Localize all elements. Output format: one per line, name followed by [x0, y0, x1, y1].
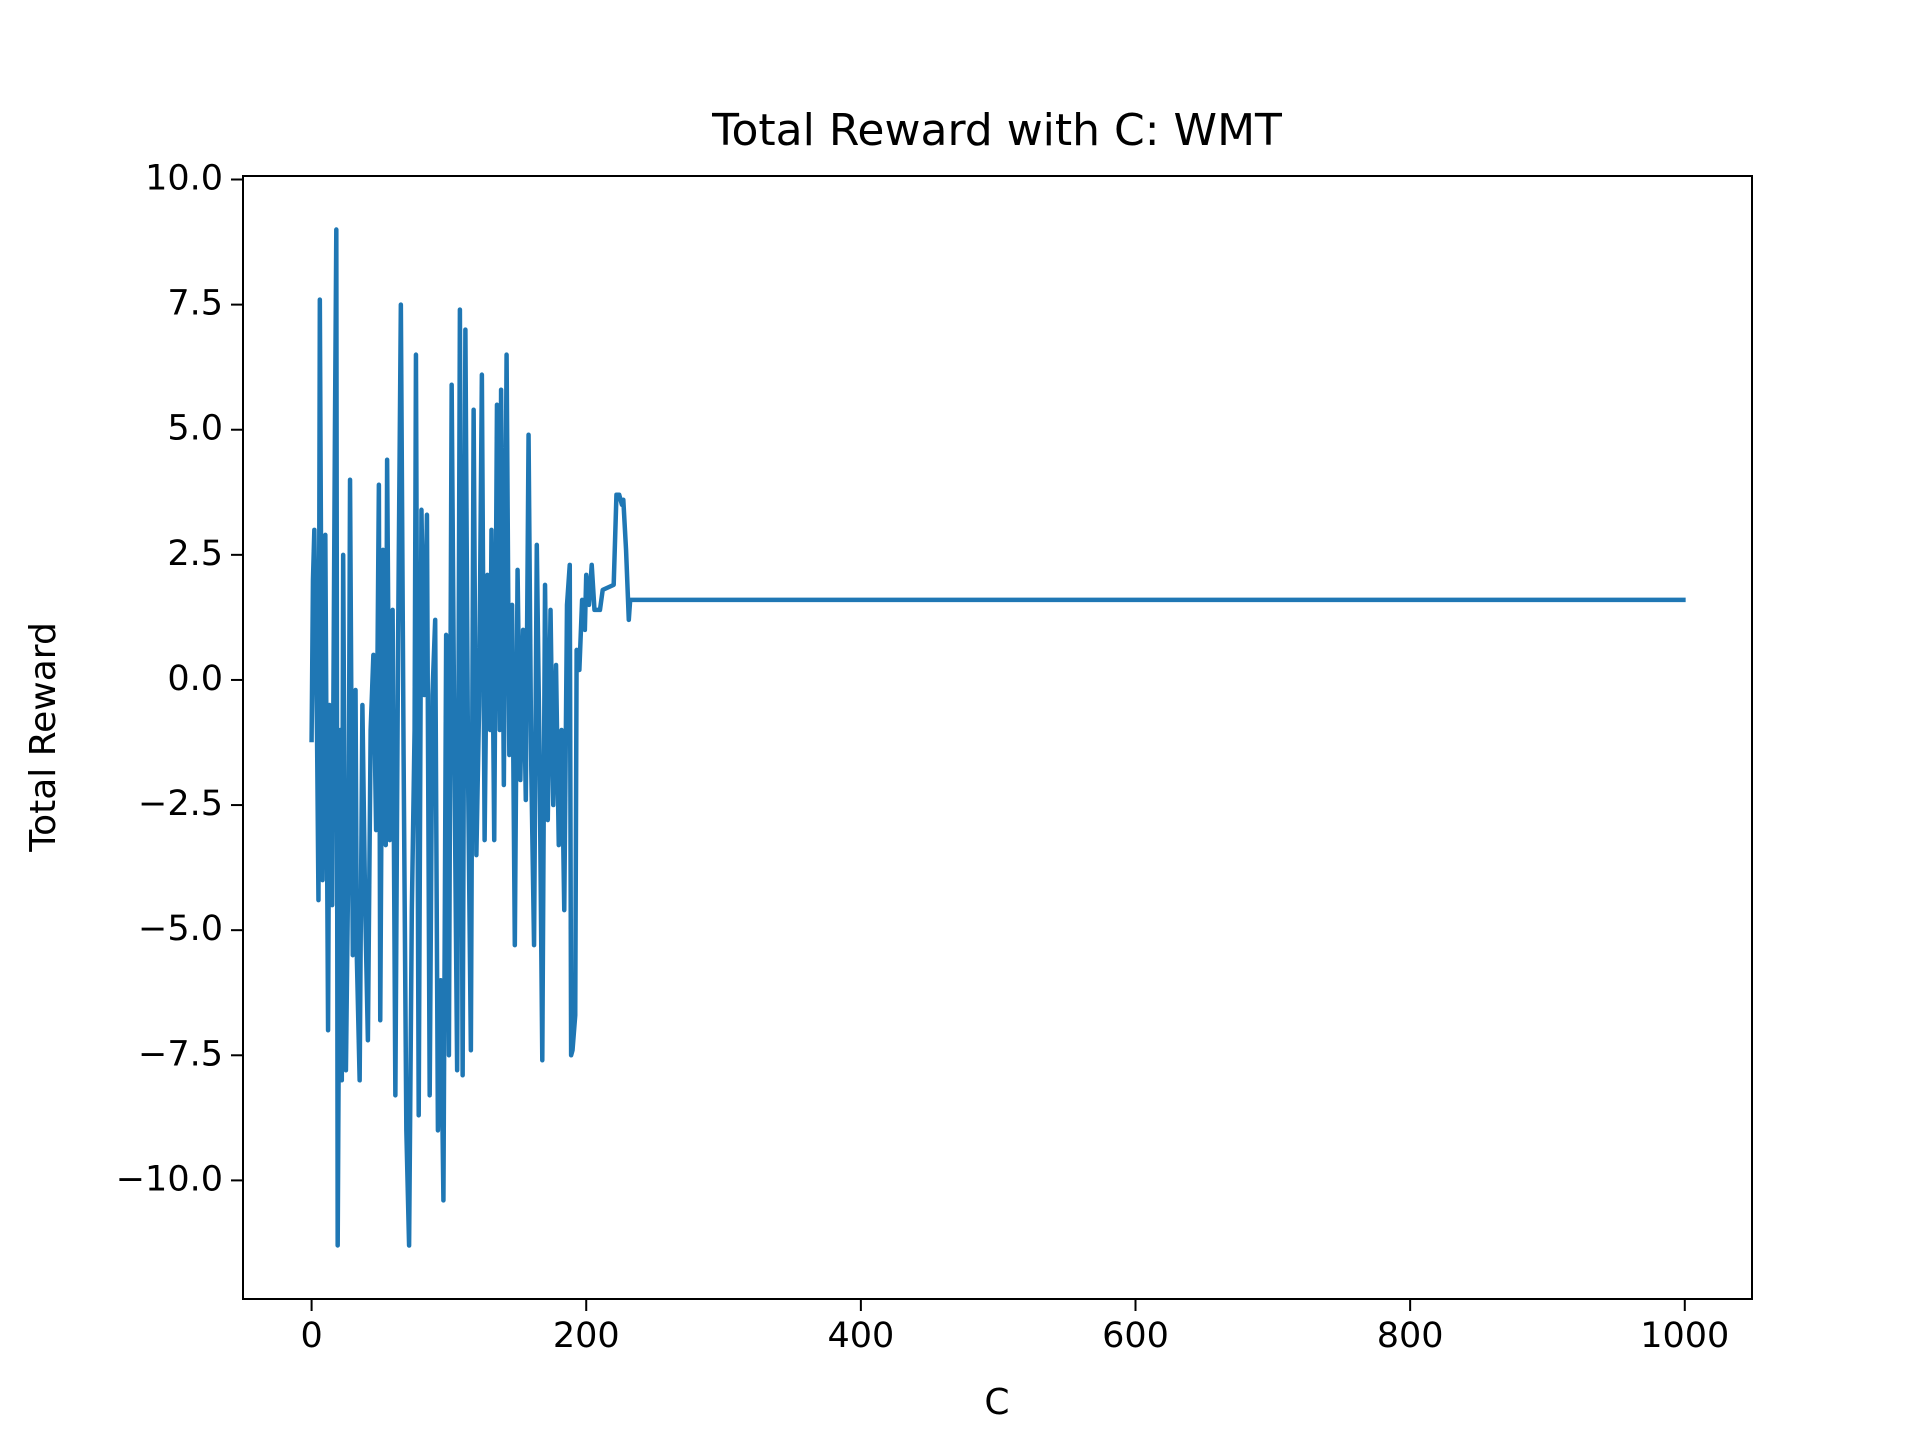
- x-tick-label: 200: [553, 1316, 620, 1356]
- x-tick-label: 0: [300, 1316, 322, 1356]
- data-line: [309, 227, 1686, 1248]
- y-tick-label: −2.5: [138, 784, 223, 824]
- y-tick-label: −5.0: [138, 909, 223, 949]
- x-tick-label: 400: [827, 1316, 894, 1356]
- y-tick-label: 10.0: [145, 159, 223, 199]
- y-tick-label: 5.0: [167, 409, 223, 449]
- x-tick-label: 1000: [1640, 1316, 1729, 1356]
- y-axis-label: Total Reward: [23, 622, 64, 853]
- x-axis-label: C: [984, 1382, 1009, 1423]
- plot-frame: [242, 175, 1753, 1300]
- y-tick-label: 0.0: [167, 659, 223, 699]
- y-tick-label: 2.5: [167, 534, 223, 574]
- y-tick-label: −7.5: [138, 1034, 223, 1074]
- x-tick-label: 600: [1102, 1316, 1169, 1356]
- y-tick-label: −10.0: [116, 1159, 223, 1199]
- chart-title: Total Reward with C: WMT: [711, 105, 1282, 156]
- y-tick-label: 7.5: [167, 284, 223, 324]
- x-tick-label: 800: [1377, 1316, 1444, 1356]
